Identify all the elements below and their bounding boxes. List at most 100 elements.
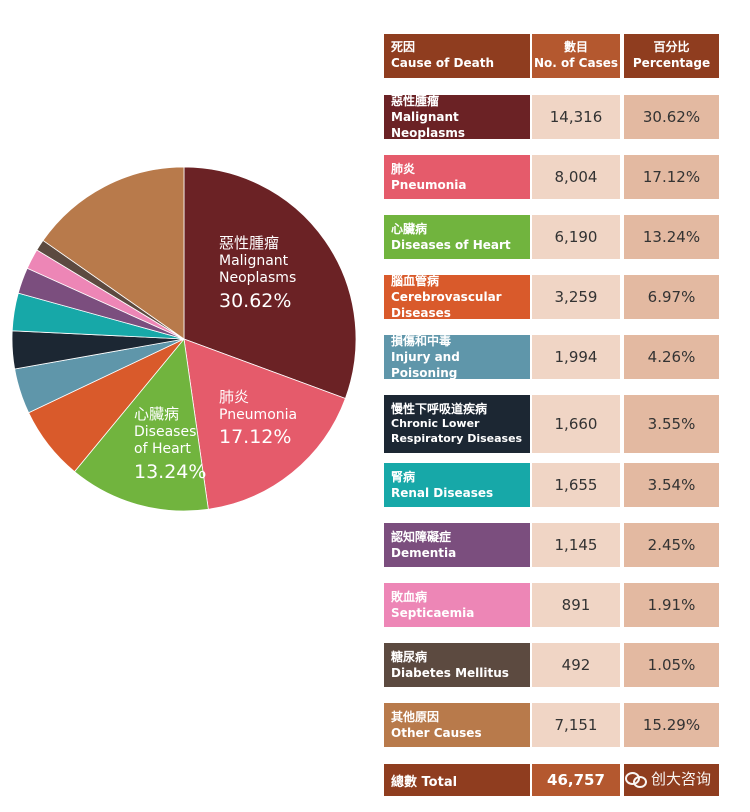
pie-label-malignant-en2: Neoplasms: [219, 270, 297, 287]
header-percentage: 百分比 Percentage: [624, 34, 719, 78]
pie-label-pneumonia: 肺炎 Pneumonia 17.12%: [219, 388, 297, 450]
pie-label-pneumonia-pct: 17.12%: [219, 426, 292, 449]
pie-label-heart: 心臟病 Diseases of Heart 13.24%: [134, 405, 206, 485]
percentage-cell: 1.91%: [624, 583, 719, 627]
pie-label-heart-en1: Diseases: [134, 423, 197, 440]
cause-zh: 腦血管病: [391, 273, 440, 288]
table-row: 腦血管病 Cerebrovascular Diseases 3,259 6.97%: [384, 273, 719, 321]
cause-en: Renal Diseases: [391, 486, 494, 500]
cause-en: Diseases of Heart: [391, 238, 511, 252]
cases-cell: 891: [532, 583, 620, 627]
cause-cell: 惡性腫瘤 Malignant Neoplasms: [384, 93, 530, 141]
cases-cell: 1,655: [532, 463, 620, 507]
cause-zh: 心臟病: [391, 221, 428, 236]
percentage-cell: 2.45%: [624, 523, 719, 567]
header-percentage-en: Percentage: [632, 56, 711, 70]
cases-cell: 492: [532, 643, 620, 687]
pie-label-malignant-pct: 30.62%: [219, 289, 292, 312]
cause-zh: 慢性下呼吸道疾病: [391, 402, 488, 417]
cause-cell: 腦血管病 Cerebrovascular Diseases: [384, 273, 530, 321]
header-cases-en: No. of Cases: [534, 56, 618, 70]
pie-label-pneumonia-en: Pneumonia: [219, 406, 298, 423]
cause-en: Diabetes Mellitus: [391, 666, 509, 680]
cases-cell: 1,660: [532, 395, 620, 453]
cause-cell: 糖尿病 Diabetes Mellitus: [384, 643, 530, 687]
cause-en: Septicaemia: [391, 606, 475, 620]
table-body: 惡性腫瘤 Malignant Neoplasms 14,316 30.62% 肺炎 Pne…: [384, 93, 719, 747]
cause-zh: 認知障礙症: [391, 529, 452, 544]
pie-label-malignant: 惡性腫瘤 Malignant Neoplasms 30.62%: [219, 234, 296, 314]
cause-cell: 心臟病 Diseases of Heart: [384, 215, 530, 259]
table-row: 心臟病 Diseases of Heart 6,190 13.24%: [384, 215, 719, 259]
cases-cell: 1,145: [532, 523, 620, 567]
cause-en: Chronic Lower Respiratory Diseases: [391, 417, 523, 446]
total-value: 46,757: [532, 764, 620, 796]
cases-cell: 1,994: [532, 335, 620, 379]
cause-cell: 其他原因 Other Causes: [384, 703, 530, 747]
pie-slice-other-causes: [42, 166, 185, 340]
cause-zh: 損傷和中毒: [391, 333, 452, 348]
cause-zh: 其他原因: [391, 709, 440, 724]
table-row: 敗血病 Septicaemia 891 1.91%: [384, 583, 719, 627]
cases-cell: 8,004: [532, 155, 620, 199]
pie-slice-diseases-of-heart: [73, 338, 209, 512]
cause-zh: 腎病: [391, 469, 416, 484]
cause-en: Other Causes: [391, 726, 482, 740]
cause-cell: 肺炎 Pneumonia: [384, 155, 530, 199]
percentage-cell: 13.24%: [624, 215, 719, 259]
header-cases-zh: 數目: [563, 40, 588, 55]
cause-cell: 敗血病 Septicaemia: [384, 583, 530, 627]
pie-label-heart-en2: of Heart: [134, 441, 191, 458]
cause-en: Cerebrovascular Diseases: [391, 289, 502, 321]
pie-label-malignant-zh: 惡性腫瘤: [219, 234, 280, 252]
header-percentage-zh: 百分比: [653, 40, 690, 55]
percentage-cell: 17.12%: [624, 155, 719, 199]
table-header: 死因 Cause of Death 數目 No. of Cases 百分比 Pe…: [384, 34, 719, 78]
header-cases: 數目 No. of Cases: [532, 34, 620, 78]
cases-cell: 14,316: [532, 95, 620, 139]
header-cause-zh: 死因: [391, 40, 416, 55]
cause-en: Pneumonia: [391, 178, 467, 192]
cause-zh: 糖尿病: [391, 649, 428, 664]
table-row: 慢性下呼吸道疾病 Chronic Lower Respiratory Diseas…: [384, 395, 719, 453]
cause-en: Dementia: [391, 546, 457, 560]
table-row: 認知障礙症 Dementia 1,145 2.45%: [384, 523, 719, 567]
cause-cell: 慢性下呼吸道疾病 Chronic Lower Respiratory Diseas…: [384, 395, 530, 453]
percentage-cell: 3.54%: [624, 463, 719, 507]
header-cause-en: Cause of Death: [391, 56, 495, 70]
pie-label-heart-zh: 心臟病: [134, 405, 180, 423]
watermark-text: 创大咨询: [651, 770, 712, 788]
percentage-cell: 6.97%: [624, 275, 719, 319]
percentage-cell: 30.62%: [624, 95, 719, 139]
cause-zh: 惡性腫瘤: [391, 93, 440, 108]
table-row: 損傷和中毒 Injury and Poisoning 1,994 4.26%: [384, 333, 719, 381]
cause-cell: 認知障礙症 Dementia: [384, 523, 530, 567]
cause-en: Malignant Neoplasms: [391, 109, 466, 141]
cause-zh: 敗血病: [391, 589, 428, 604]
pie-slice-pneumonia: [183, 338, 346, 510]
pie-slice-malignant-neoplasms: [183, 166, 357, 399]
cause-of-death-table: 死因 Cause of Death 數目 No. of Cases 百分比 Pe…: [384, 34, 719, 763]
table-row: 惡性腫瘤 Malignant Neoplasms 14,316 30.62%: [384, 93, 719, 141]
pie-label-heart-pct: 13.24%: [134, 460, 207, 483]
percentage-cell: 3.55%: [624, 395, 719, 453]
table-row: 糖尿病 Diabetes Mellitus 492 1.05%: [384, 643, 719, 687]
table-row: 其他原因 Other Causes 7,151 15.29%: [384, 703, 719, 747]
table-row: 肺炎 Pneumonia 8,004 17.12%: [384, 155, 719, 199]
pie-chart: [11, 166, 357, 512]
percentage-cell: 15.29%: [624, 703, 719, 747]
cases-cell: 6,190: [532, 215, 620, 259]
chat-bubbles-icon: [625, 771, 647, 788]
cause-cell: 損傷和中毒 Injury and Poisoning: [384, 333, 530, 381]
table-row: 腎病 Renal Diseases 1,655 3.54%: [384, 463, 719, 507]
percentage-cell: 4.26%: [624, 335, 719, 379]
pie-label-pneumonia-zh: 肺炎: [219, 388, 250, 406]
cause-cell: 腎病 Renal Diseases: [384, 463, 530, 507]
cases-cell: 7,151: [532, 703, 620, 747]
header-cause: 死因 Cause of Death: [384, 34, 530, 78]
cause-en: Injury and Poisoning: [391, 349, 460, 381]
percentage-cell: 1.05%: [624, 643, 719, 687]
watermark: 创大咨询: [625, 768, 711, 789]
cause-zh: 肺炎: [391, 161, 416, 176]
cases-cell: 3,259: [532, 275, 620, 319]
